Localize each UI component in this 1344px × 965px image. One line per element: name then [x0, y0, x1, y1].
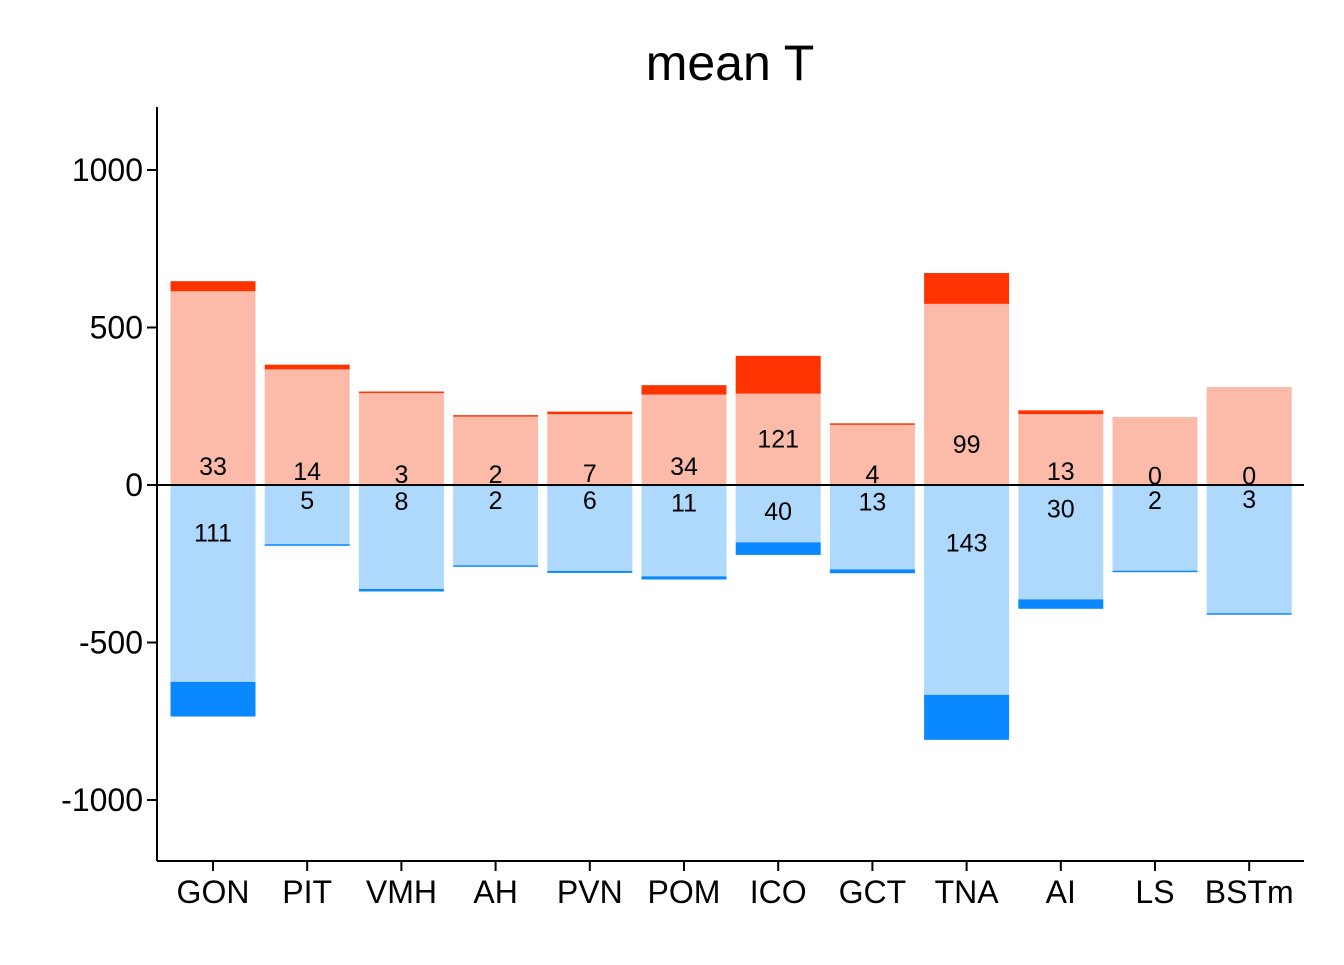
- negative-count-label-ai: 30: [1047, 496, 1075, 524]
- bar-ai-pos-0: [1018, 414, 1104, 485]
- x-tick-label-gct: GCT: [839, 874, 907, 910]
- y-tick-label: 500: [90, 310, 143, 346]
- x-tick-label-gon: GON: [177, 874, 250, 910]
- x-tick-label-pvn: PVN: [557, 874, 623, 910]
- bar-ico-pos-1: [735, 355, 821, 394]
- x-tick-label-tna: TNA: [935, 874, 1000, 910]
- bar-pom-neg-2: [641, 485, 727, 577]
- positive-count-label-gon: 33: [199, 453, 227, 481]
- bar-pom-pos-0: [641, 394, 727, 485]
- bar-pvn-neg-3: [547, 570, 633, 573]
- bar-vmh-pos-1: [358, 391, 444, 394]
- positive-count-label-ah: 2: [489, 461, 503, 489]
- negative-count-label-gon: 111: [194, 519, 232, 547]
- bar-pit-pos-1: [264, 364, 350, 370]
- bar-gon-neg-2: [170, 485, 256, 682]
- bar-ico-neg-3: [735, 542, 821, 555]
- bars-layer: [170, 273, 1292, 740]
- x-tick-label-ah: AH: [473, 874, 517, 910]
- x-tick-label-pit: PIT: [282, 874, 332, 910]
- bar-ico-neg-2: [735, 485, 821, 543]
- negative-count-label-gct: 13: [858, 489, 886, 517]
- bar-gct-neg-3: [829, 569, 915, 574]
- negative-count-label-ls: 2: [1148, 487, 1162, 515]
- y-tick-label: -500: [79, 625, 143, 661]
- negative-count-label-ico: 40: [764, 498, 792, 526]
- negative-count-label-pvn: 6: [583, 487, 597, 515]
- bar-gct-pos-0: [829, 424, 915, 485]
- bar-pom-pos-1: [641, 385, 727, 395]
- x-tick-label-pom: POM: [648, 874, 721, 910]
- negative-count-label-ah: 2: [489, 487, 503, 515]
- bar-pom-neg-3: [641, 576, 727, 580]
- positive-count-label-bstm: 0: [1242, 463, 1256, 491]
- x-tick-label-ico: ICO: [750, 874, 807, 910]
- positive-count-label-tna: 99: [953, 431, 981, 459]
- chart-title: mean T: [646, 35, 815, 91]
- positive-count-label-vmh: 3: [394, 461, 408, 489]
- bar-bstm-pos-0: [1206, 387, 1292, 485]
- y-tick-label: 0: [125, 467, 143, 503]
- bar-ls-neg-3: [1112, 570, 1198, 573]
- bar-vmh-pos-0: [358, 393, 444, 485]
- positive-count-label-pvn: 7: [583, 460, 597, 488]
- bar-tna-neg-2: [924, 485, 1010, 695]
- bar-ai-neg-2: [1018, 485, 1104, 600]
- bar-vmh-neg-2: [358, 485, 444, 589]
- bar-gon-neg-3: [170, 681, 256, 717]
- bar-ico-pos-0: [735, 393, 821, 485]
- positive-count-label-ico: 121: [757, 425, 799, 453]
- bar-tna-neg-3: [924, 694, 1010, 740]
- bar-gct-pos-1: [829, 423, 915, 425]
- bar-tna-pos-1: [924, 273, 1010, 304]
- x-tick-label-bstm: BSTm: [1205, 874, 1294, 910]
- bar-ah-neg-3: [453, 565, 539, 567]
- bar-ah-neg-2: [453, 485, 539, 566]
- negative-count-label-bstm: 3: [1242, 486, 1256, 514]
- negative-count-label-vmh: 8: [394, 488, 408, 516]
- x-tick-label-ls: LS: [1135, 874, 1174, 910]
- y-tick-label: -1000: [61, 782, 143, 818]
- bar-gon-pos-0: [170, 291, 256, 485]
- bar-pvn-pos-0: [547, 414, 633, 485]
- negative-count-label-tna: 143: [946, 529, 988, 557]
- bar-bstm-neg-3: [1206, 613, 1292, 615]
- bar-tna-pos-0: [924, 303, 1010, 485]
- bar-gct-neg-2: [829, 485, 915, 570]
- bar-pit-neg-3: [264, 544, 350, 546]
- bar-ah-pos-1: [453, 415, 539, 417]
- positive-count-label-ai: 13: [1047, 458, 1075, 486]
- bar-pvn-neg-2: [547, 485, 633, 571]
- positive-count-label-pit: 14: [293, 458, 321, 486]
- bar-bstm-neg-2: [1206, 485, 1292, 614]
- positive-count-label-gct: 4: [865, 461, 879, 489]
- bar-vmh-neg-3: [358, 588, 444, 592]
- bar-pit-neg-2: [264, 485, 350, 545]
- bar-ai-pos-1: [1018, 410, 1104, 415]
- bar-gon-pos-1: [170, 281, 256, 292]
- y-tick-label: 1000: [72, 152, 143, 188]
- positive-count-label-ls: 0: [1148, 463, 1162, 491]
- positive-count-label-pom: 34: [670, 453, 698, 481]
- bar-ah-pos-0: [453, 416, 539, 485]
- x-tick-label-vmh: VMH: [366, 874, 437, 910]
- negative-count-label-pit: 5: [300, 487, 314, 515]
- negative-count-label-pom: 11: [671, 489, 697, 517]
- bar-pit-pos-0: [264, 369, 350, 485]
- bar-ls-pos-0: [1112, 416, 1198, 485]
- bar-ai-neg-3: [1018, 599, 1104, 609]
- x-tick-label-ai: AI: [1046, 874, 1076, 910]
- bar-ls-neg-2: [1112, 485, 1198, 571]
- bar-pvn-pos-1: [547, 411, 633, 415]
